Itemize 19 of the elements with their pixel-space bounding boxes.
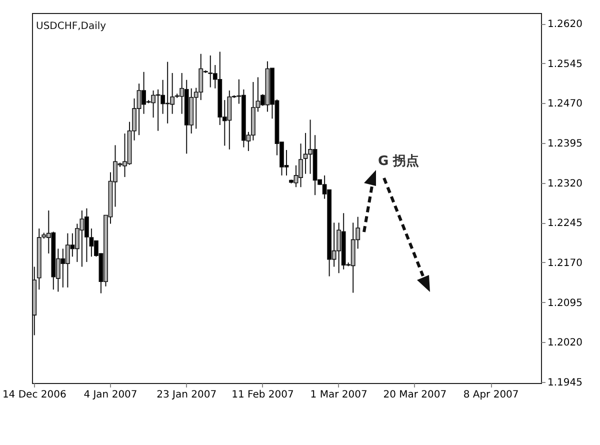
text: USDCHF,Daily: [36, 21, 106, 32]
annotation: G 拐点: [378, 153, 420, 170]
y-tick-label: 1.2170: [548, 258, 582, 269]
x-tick-label: 4 Jan 2007: [84, 390, 138, 400]
y-tick-label: 1.2620: [548, 19, 582, 30]
y-tick-label: 1.2020: [548, 338, 582, 349]
y-tick-label: 1.2395: [548, 138, 582, 150]
x-tick-label: 8 Apr 2007: [463, 390, 519, 400]
y-tick-label: 1.1945: [548, 377, 582, 388]
x-tick-label: 14 Dec 2006: [2, 390, 66, 400]
y-tick-label: 1.2095: [548, 298, 582, 309]
x-tick-label: 11 Feb 2007: [232, 390, 294, 400]
x-tick-label: 20 Mar 2007: [383, 390, 447, 400]
x-tick-label: 1 Mar 2007: [310, 390, 368, 400]
y-tick-label: 1.2545: [548, 58, 582, 70]
y-tick-label: 1.2320: [548, 178, 582, 190]
x-tick-label: 23 Jan 2007: [156, 390, 217, 400]
y-tick-label: 1.2245: [548, 218, 582, 230]
y-tick-label: 1.2470: [548, 98, 582, 110]
